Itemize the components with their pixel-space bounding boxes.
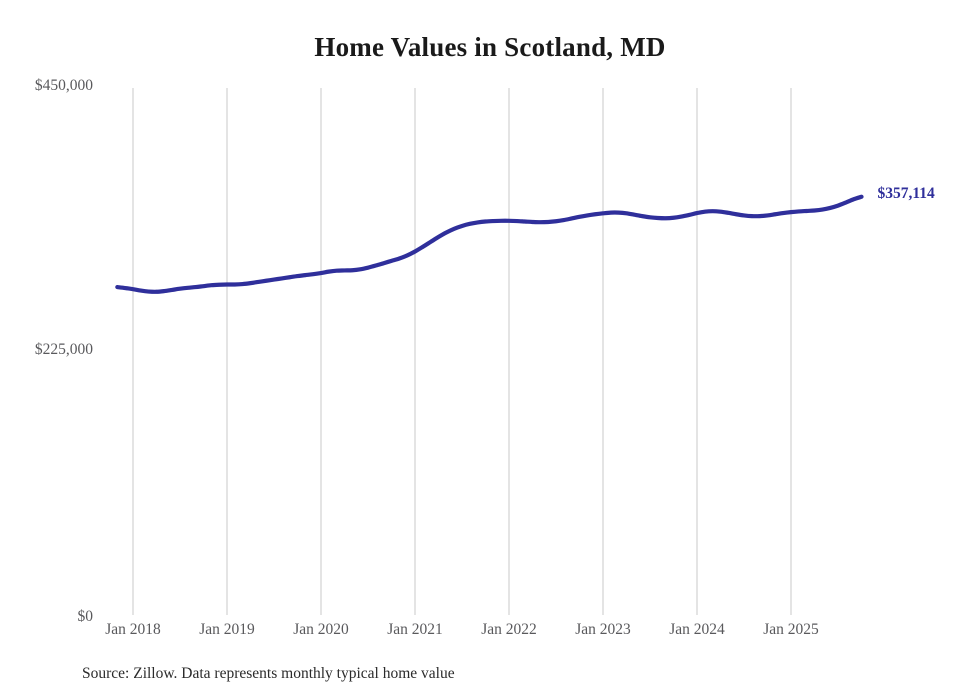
x-axis-tick-2018-01: Jan 2018 <box>105 621 161 638</box>
y-axis-tick-225000: $225,000 <box>34 341 93 358</box>
x-axis-tick-2020-01: Jan 2020 <box>293 621 349 638</box>
x-axis-tick-2022-01: Jan 2022 <box>481 621 537 638</box>
x-axis-tick-2023-01: Jan 2023 <box>575 621 631 638</box>
x-axis-tick-2019-01: Jan 2019 <box>199 621 255 638</box>
y-axis-tick-0: $0 <box>77 608 94 625</box>
x-axis-tick-2021-01: Jan 2021 <box>387 621 443 638</box>
gridlines <box>132 88 792 615</box>
page-title: Home Values in Scotland, MD <box>314 32 666 62</box>
home-value-line-series <box>115 194 864 294</box>
x-axis-tick-2024-01: Jan 2024 <box>669 621 725 638</box>
end-value-annotation: $357,114 <box>877 184 935 202</box>
source-note: Source: Zillow. Data represents monthly … <box>82 665 455 682</box>
y-axis-tick-450000: $450,000 <box>34 77 93 94</box>
x-axis-tick-2025-01: Jan 2025 <box>763 621 819 638</box>
